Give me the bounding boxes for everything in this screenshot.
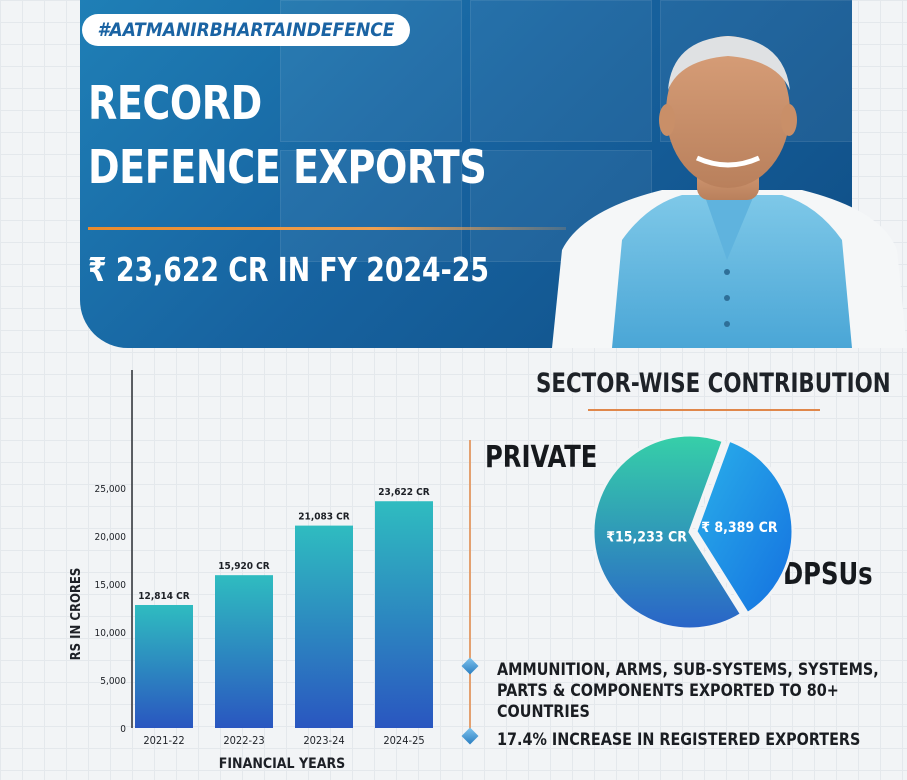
bar-2022-23 <box>215 575 273 728</box>
pie-slice-dpsus <box>694 438 795 616</box>
y-tick-label: 25,000 <box>95 484 127 495</box>
x-axis-title: FINANCIAL YEARS <box>219 756 345 772</box>
bar-2021-22 <box>135 604 193 728</box>
banner-tile <box>470 0 652 142</box>
bar-2024-25 <box>375 501 433 728</box>
x-tick-label: 2021-22 <box>143 734 184 747</box>
pie-legend-dpsus: DPSUs <box>783 557 873 592</box>
pie-title: SECTOR-WISE CONTRIBUTION <box>536 368 891 399</box>
page-title-line2: DEFENCE EXPORTS <box>88 140 487 194</box>
y-tick-label: 15,000 <box>95 580 127 591</box>
exports-bar-chart: 0 5,000 10,000 15,000 20,000 25,000 2021-22 20… <box>69 370 433 772</box>
fact-bullet-2: 17.4% INCREASE IN REGISTERED EXPORTERS <box>497 730 861 750</box>
pie-slice-label: ₹ 8,389 CR <box>701 520 778 536</box>
pie-legend-private: PRIVATE <box>485 440 598 475</box>
bar-data-label: 23,622 CR <box>378 487 429 498</box>
banner-tile <box>280 150 462 262</box>
fact-bullet-1: AMMUNITION, ARMS, SUB-SYSTEMS, SYSTEMS, … <box>497 660 879 722</box>
hashtag-pill: #AATMANIRBHARTAINDEFENCE <box>82 14 410 46</box>
bar-data-label: 12,814 CR <box>138 591 189 602</box>
bar-2023-24 <box>295 525 353 728</box>
x-tick-label: 2024-25 <box>383 734 424 747</box>
x-tick-label: 2022-23 <box>223 734 264 747</box>
pie-slice-label: ₹15,233 CR <box>606 530 687 546</box>
bar-data-label: 15,920 CR <box>218 561 269 572</box>
y-axis-title: RS IN CRORES <box>69 568 84 661</box>
sector-pie-chart: ₹ 8,389 CR ₹15,233 CR <box>591 433 795 631</box>
pie-title-underline <box>588 409 820 411</box>
headline-amount: ₹ 23,622 CR IN FY 2024-25 <box>88 250 489 289</box>
x-tick-label: 2023-24 <box>303 734 344 747</box>
y-tick-label: 20,000 <box>95 532 127 543</box>
vertical-divider <box>469 440 471 740</box>
title-divider <box>88 227 566 230</box>
pie-slice-private <box>591 433 744 631</box>
minister-portrait-image <box>552 36 907 348</box>
y-tick-label: 0 <box>120 724 126 735</box>
bar-data-label: 21,083 CR <box>298 512 349 523</box>
y-tick-label: 10,000 <box>95 628 127 639</box>
page-title-line1: RECORD <box>88 76 262 130</box>
y-tick-label: 5,000 <box>100 676 126 687</box>
